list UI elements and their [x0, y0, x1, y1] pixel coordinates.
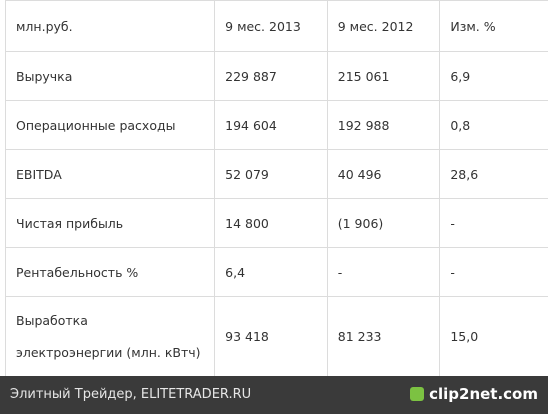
table-cell: - [439, 198, 548, 248]
table-row: Чистая прибыль 14 800 (1 906) - [4, 198, 548, 248]
table-cell: 6,4 [214, 247, 328, 297]
table-cell: 194 604 [214, 100, 328, 150]
table-cell: 215 061 [326, 51, 441, 101]
table-cell: 192 988 [326, 100, 441, 150]
table-cell: 52 079 [214, 149, 328, 199]
table-row: Операционные расходы 194 604 192 988 0,8 [4, 100, 548, 150]
table-cell: 15,0 [439, 296, 548, 377]
footer-source: Элитный Трейдер, ELITETRADER.RU [10, 387, 252, 402]
table-row: Выработка электроэнергии (млн. кВтч) 93 4… [4, 296, 548, 377]
table-cell: 81 233 [326, 296, 441, 377]
table-cell: EBITDA [4, 149, 216, 199]
table-cell: 28,6 [439, 149, 548, 199]
footer-logo: clip2net.com [410, 385, 538, 403]
table-row: EBITDA 52 079 40 496 28,6 [4, 149, 548, 199]
table-cell: 14 800 [214, 198, 328, 248]
logo-text: clip2net.com [429, 385, 538, 403]
table-cell: Выработка электроэнергии (млн. кВтч) [4, 296, 216, 377]
table-cell: 229 887 [214, 51, 328, 101]
table-cell: Чистая прибыль [4, 198, 216, 248]
table-row: Рентабельность % 6,4- - [4, 247, 548, 297]
table-cell: 93 418 [214, 296, 328, 377]
logo-icon [410, 387, 425, 401]
data-table: млн.руб. 9 мес. 2013 9 мес. 2012 Изм. % Выру… [4, 0, 548, 377]
table-cell: Операционные расходы [4, 100, 216, 150]
table-cell: 40 496 [326, 149, 441, 199]
table-cell: Выручка [4, 51, 216, 101]
header-row: млн.руб. 9 мес. 2013 9 мес. 2012 Изм. % [4, 0, 548, 52]
table-cell: 6,9 [439, 51, 548, 101]
table-cell: - [326, 247, 441, 297]
table-cell: - [439, 247, 548, 297]
table-cell: 9 мес. 2012 [326, 0, 441, 52]
table-row: Выручка 229 887 215 061 6,9 [4, 51, 548, 101]
table-cell: млн.руб. [4, 0, 216, 52]
table-cell: 9 мес. 2013 [214, 0, 328, 52]
table-cell: Изм. % [439, 0, 548, 52]
table-cell: Рентабельность % [4, 247, 216, 297]
table-cell: 0,8 [439, 100, 548, 150]
table-cell: (1 906) [326, 198, 441, 248]
footer-bar: Элитный Трейдер, ELITETRADER.RU clip2net… [0, 376, 548, 414]
